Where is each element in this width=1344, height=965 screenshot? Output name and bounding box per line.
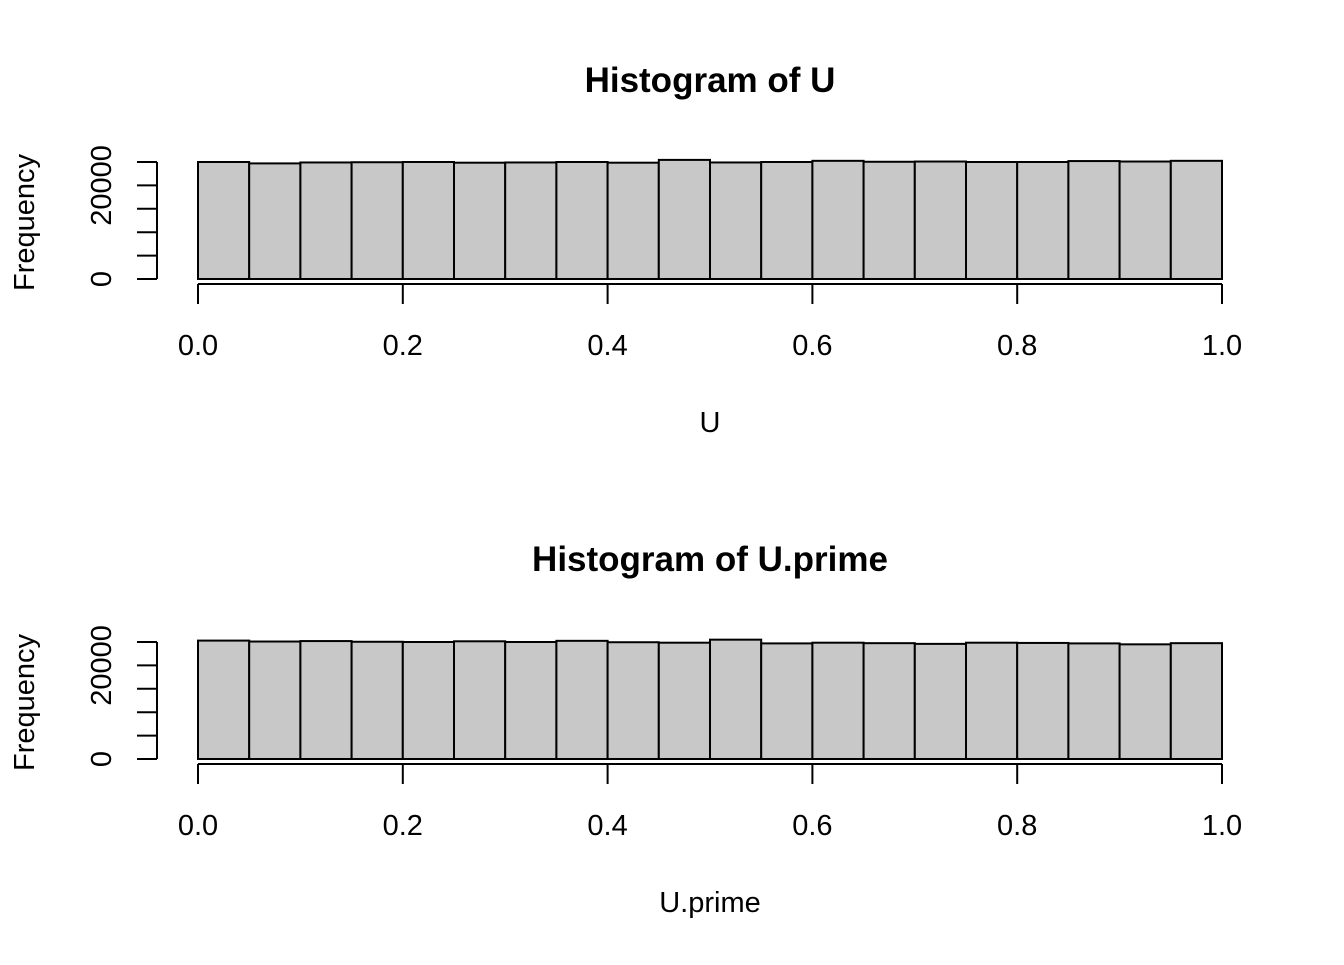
x-axis-label: U xyxy=(700,407,721,439)
histogram-bar xyxy=(657,641,711,761)
x-tick-label: 1.0 xyxy=(1202,810,1242,842)
histogram-bar xyxy=(453,640,507,760)
histogram-bar xyxy=(811,159,865,280)
histogram-bar xyxy=(1118,643,1172,761)
x-axis-label: U.prime xyxy=(659,887,761,919)
histogram-bar xyxy=(1016,641,1070,760)
y-tick-label: 20000 xyxy=(86,145,118,226)
histogram-bar xyxy=(709,638,763,760)
histogram-bar xyxy=(197,639,251,761)
histogram-bar xyxy=(1169,642,1224,760)
histogram-bar xyxy=(811,641,865,761)
y-tick-label: 20000 xyxy=(86,625,118,706)
chart-title: Histogram of U.prime xyxy=(532,540,888,579)
x-tick-label: 0.6 xyxy=(792,810,832,842)
y-tick-label: 0 xyxy=(86,751,118,767)
histogram-bar xyxy=(606,641,660,761)
histogram-panel: Histogram of U.prime 0.0 0.2 0.4 0.6 0.8 1.0 U.… xyxy=(9,540,1242,919)
histogram-bar xyxy=(862,642,916,760)
x-tick-label: 0.4 xyxy=(587,810,627,842)
histogram-bar xyxy=(1118,160,1172,280)
histogram-bar xyxy=(299,161,353,280)
histogram-bar xyxy=(760,161,814,280)
x-tick-label: 0.8 xyxy=(997,810,1037,842)
y-axis-label: Frequency xyxy=(9,633,41,771)
x-tick-label: 0.2 xyxy=(383,330,423,362)
x-tick-label: 0.0 xyxy=(178,330,218,362)
histogram-bar xyxy=(657,158,711,280)
histogram-bar xyxy=(709,161,763,280)
histogram-bar xyxy=(1067,642,1121,760)
histogram-bar xyxy=(299,640,353,761)
histogram-bar xyxy=(965,641,1019,761)
histogram-bar xyxy=(401,641,455,760)
histogram-bar xyxy=(401,161,455,280)
histogram-bar xyxy=(555,161,609,280)
histogram-bar xyxy=(913,160,967,280)
histogram-bar xyxy=(760,642,814,760)
histogram-bar xyxy=(504,641,558,760)
x-tick-label: 0.6 xyxy=(792,330,832,362)
histogram-bar xyxy=(1016,161,1070,280)
histogram-panel: Histogram of U 0.0 0.2 0.4 0.6 0.8 1.0 U 0 20000 F… xyxy=(9,61,1242,439)
x-tick-label: 1.0 xyxy=(1202,330,1242,362)
y-tick-label: 0 xyxy=(86,271,118,287)
x-tick-label: 0.8 xyxy=(997,330,1037,362)
histogram-bar xyxy=(913,642,967,761)
histogram-bar xyxy=(965,161,1019,280)
histogram-bar xyxy=(453,161,507,280)
histogram-bar xyxy=(248,640,302,760)
histogram-bar xyxy=(197,161,251,280)
histogram-bar xyxy=(1169,159,1224,280)
histogram-bar xyxy=(350,161,404,280)
histogram-bar xyxy=(350,640,404,760)
chart-title: Histogram of U xyxy=(585,61,836,100)
histogram-bar xyxy=(504,161,558,280)
histogram-bar xyxy=(248,162,302,281)
x-tick-label: 0.0 xyxy=(178,810,218,842)
histogram-bar xyxy=(862,160,916,281)
histogram-bar xyxy=(606,161,660,280)
x-tick-label: 0.2 xyxy=(383,810,423,842)
histogram-bar xyxy=(555,639,609,761)
y-axis-label: Frequency xyxy=(9,153,41,291)
x-tick-label: 0.4 xyxy=(587,330,627,362)
histogram-bar xyxy=(1067,160,1121,280)
